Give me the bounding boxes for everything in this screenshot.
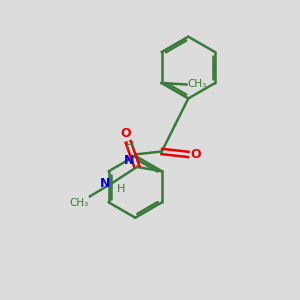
Text: CH₃: CH₃ [188, 80, 207, 89]
Text: CH₃: CH₃ [69, 198, 88, 208]
Text: H: H [116, 184, 125, 194]
Text: N: N [100, 177, 110, 190]
Text: N: N [124, 154, 134, 167]
Text: H: H [126, 141, 134, 151]
Text: O: O [121, 127, 131, 140]
Text: O: O [190, 148, 201, 161]
